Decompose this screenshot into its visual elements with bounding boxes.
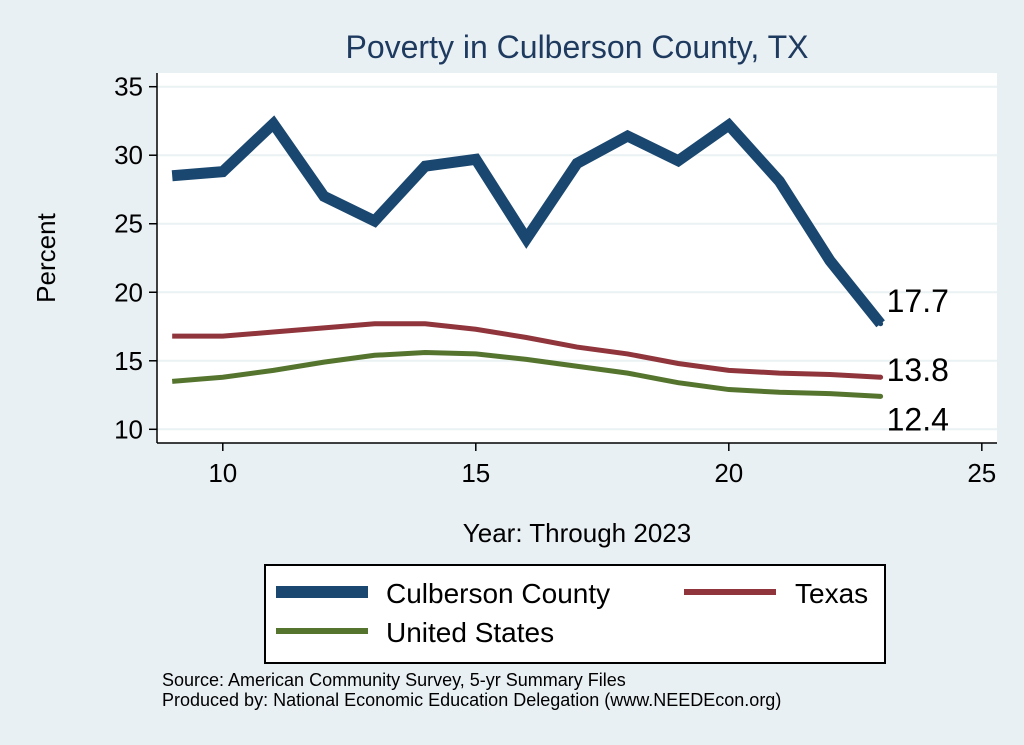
series-line-culberson-county <box>171 115 885 328</box>
source-note: Source: American Community Survey, 5-yr … <box>162 670 781 710</box>
y-tick-label: 20 <box>114 277 143 307</box>
y-tick-label: 25 <box>114 209 143 239</box>
y-tick-label: 10 <box>114 414 143 444</box>
legend-label-culberson-county: Culberson County <box>386 578 610 609</box>
x-tick-label: 15 <box>461 458 490 488</box>
legend-box <box>264 564 886 664</box>
plot-area <box>157 73 997 443</box>
chart-title: Poverty in Culberson County, TX <box>345 29 808 65</box>
series-end-marker-culberson-county <box>878 321 884 327</box>
series-end-marker-texas <box>878 374 884 380</box>
y-tick-label: 30 <box>114 140 143 170</box>
series-line-united-states <box>171 350 881 399</box>
x-tick-label: 20 <box>714 458 743 488</box>
x-tick-label: 25 <box>967 458 996 488</box>
legend-label-texas: Texas <box>795 578 868 609</box>
axes: 10 15 20 25 30 35 10 15 20 25 <box>114 72 997 488</box>
series-line-texas <box>172 321 881 380</box>
series-lines <box>171 115 885 399</box>
grid-lines <box>157 85 997 431</box>
produced-by-line: Produced by: National Economic Education… <box>162 690 782 710</box>
x-tick-label: 10 <box>208 458 237 488</box>
series-end-marker-united-states <box>878 393 884 399</box>
x-axis-title: Year: Through 2023 <box>463 518 691 548</box>
source-line: Source: American Community Survey, 5-yr … <box>162 670 626 690</box>
end-label-united-states: 12.4 <box>887 401 949 437</box>
end-label-culberson-county: 17.7 <box>887 283 949 319</box>
y-axis-title: Percent <box>31 212 61 302</box>
end-label-texas: 13.8 <box>887 352 949 388</box>
legend-label-united-states: United States <box>386 617 554 648</box>
end-labels: 17.7 13.8 12.4 <box>887 283 949 438</box>
legend: Culberson County Texas United States <box>264 564 886 664</box>
y-tick-label: 15 <box>114 346 143 376</box>
y-tick-label: 35 <box>114 72 143 102</box>
